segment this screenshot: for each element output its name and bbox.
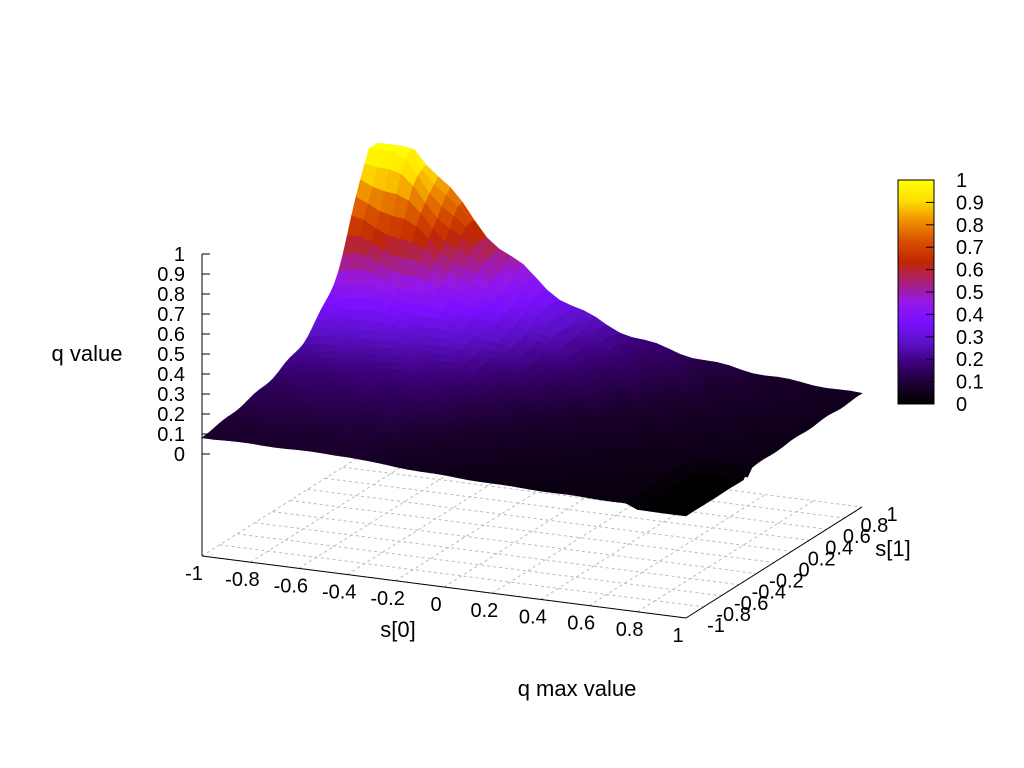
- grid-line: [395, 469, 572, 582]
- colorbar-tick-label: 0.5: [956, 282, 984, 304]
- y-tick-label: -0.8: [716, 604, 750, 626]
- z-axis-label: q value: [52, 341, 123, 366]
- x-tick-label: -0.6: [274, 575, 308, 597]
- z-tick-label: 0.2: [157, 404, 185, 426]
- z-tick-label: 0.6: [157, 324, 185, 346]
- x-tick-label: -0.2: [370, 588, 404, 610]
- surface-cell: [673, 511, 692, 517]
- grid-line: [237, 533, 722, 597]
- y-tick-label: 0.6: [843, 526, 871, 548]
- y-tick-label: -0.4: [752, 582, 786, 604]
- colorbar-tick-label: 0.1: [956, 372, 984, 394]
- z-tick-label: 0.8: [157, 284, 185, 306]
- y-axis-label: s[1]: [875, 536, 910, 561]
- x-tick-label: -1: [185, 563, 203, 585]
- x-axis-ticks: -1 -0.8 -0.6 -0.4 -0.2 0 0.2 0.4 0.6 0.8 1: [185, 563, 683, 647]
- z-tick-label: 0.5: [157, 344, 185, 366]
- colorbar-tick-label: 0: [956, 394, 967, 416]
- z-tick-label: 0.4: [157, 364, 185, 386]
- colorbar-tick-label: 0.2: [956, 349, 984, 371]
- x-tick-label: 1: [672, 625, 683, 647]
- x-tick-label: 0: [430, 594, 441, 616]
- x-tick-label: 0.2: [470, 600, 498, 622]
- colorbar-tick-label: 0.9: [956, 192, 984, 214]
- colorbar-tick-label: 0.3: [956, 327, 984, 349]
- z-tick-label: 0: [174, 444, 185, 466]
- y-tick-label: 0: [798, 560, 809, 582]
- axis-edge: [685, 506, 863, 619]
- colorbar-tick-label: 0.7: [956, 237, 984, 259]
- y-tick-label: -0.2: [769, 571, 803, 593]
- y-tick-label: 0.4: [825, 537, 853, 559]
- y-tick-label: 0.8: [860, 515, 888, 537]
- x-tick-label: 0.6: [567, 613, 595, 635]
- z-tick-label: 0.9: [157, 264, 185, 286]
- colorbar-tick-label: 0.4: [956, 304, 984, 326]
- z-tick-label: 0.1: [157, 424, 185, 446]
- axis-edge: [201, 555, 687, 619]
- colorbar: 00.10.20.30.40.50.60.70.80.91: [897, 170, 984, 416]
- y-tick-label: 0.2: [808, 548, 836, 570]
- grid-line: [272, 511, 757, 575]
- z-tick-label: 0.3: [157, 384, 185, 406]
- colorbar-tick-label: 0.8: [956, 215, 984, 237]
- grid-line: [637, 500, 814, 613]
- x-tick-label: 0.4: [519, 606, 547, 628]
- grid-line: [540, 487, 718, 600]
- chart-title: q max value: [518, 676, 637, 701]
- grid-line: [588, 494, 766, 607]
- colorbar-tick-label: 1: [956, 170, 967, 192]
- x-tick-label: -0.4: [322, 582, 356, 604]
- x-axis-label: s[0]: [380, 617, 415, 642]
- colorbar-tick-label: 0.6: [956, 260, 984, 282]
- y-tick-label: -1: [707, 615, 725, 637]
- x-tick-label: -0.8: [225, 569, 259, 591]
- z-tick-label: 1: [174, 244, 185, 266]
- x-tick-label: 0.8: [616, 619, 644, 641]
- grid-line: [307, 488, 792, 552]
- surface-mesh: [201, 142, 863, 517]
- z-axis: 00.10.20.30.40.50.60.70.80.91: [157, 244, 210, 556]
- y-axis-ticks: -1-0.8-0.6-0.4-0.200.20.40.60.81: [707, 504, 897, 637]
- y-tick-label: 1: [886, 504, 897, 526]
- grid-line: [443, 475, 621, 588]
- grid-line: [492, 481, 669, 594]
- base-grid: [201, 444, 863, 619]
- z-tick-label: 0.7: [157, 304, 185, 326]
- y-tick-label: -0.6: [734, 593, 768, 615]
